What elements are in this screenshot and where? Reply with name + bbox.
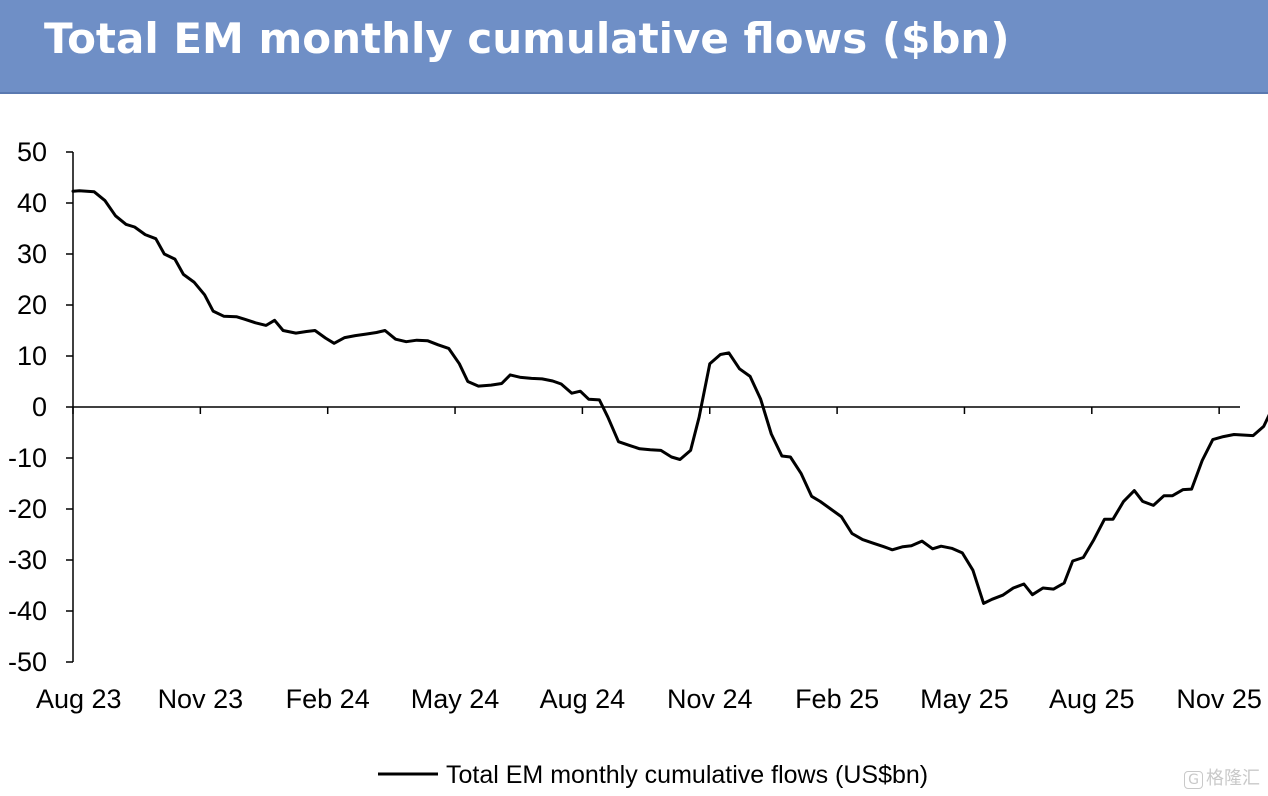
x-tick-label: Aug 23 xyxy=(36,684,122,714)
x-tick-label: Aug 24 xyxy=(540,684,626,714)
y-tick-label: -50 xyxy=(8,647,47,677)
y-tick-label: 0 xyxy=(32,392,47,422)
x-tick-label: Feb 24 xyxy=(286,684,370,714)
series-line-0 xyxy=(71,189,1268,605)
y-tick-label: 30 xyxy=(17,239,47,269)
watermark-text: 格隆汇 xyxy=(1206,768,1260,789)
x-tick-label: Nov 24 xyxy=(667,684,753,714)
chart-title: Total EM monthly cumulative flows ($bn) xyxy=(44,14,1010,63)
y-tick-label: -30 xyxy=(8,545,47,575)
watermark: G 格隆汇 xyxy=(1184,764,1260,790)
legend: Total EM monthly cumulative flows (US$bn… xyxy=(378,761,928,789)
x-axis: Aug 23 Nov 23 Feb 24 May 24 Aug 24 Nov 24 Feb … xyxy=(36,406,1262,714)
x-tick-label: Aug 25 xyxy=(1049,684,1135,714)
title-banner: Total EM monthly cumulative flows ($bn) xyxy=(0,0,1268,94)
series-layer xyxy=(71,189,1268,605)
y-tick-label: -40 xyxy=(8,596,47,626)
x-tick-label: Feb 25 xyxy=(795,684,879,714)
y-tick-label: -10 xyxy=(8,443,47,473)
y-tick-label: 10 xyxy=(17,341,47,371)
x-tick-label: May 24 xyxy=(411,684,500,714)
watermark-logo-icon: G xyxy=(1184,771,1203,789)
x-tick-label: May 25 xyxy=(920,684,1009,714)
y-axis: 50 40 30 20 10 0 -10 -20 -30 -40 -50 xyxy=(8,137,74,677)
x-tick-label: Nov 23 xyxy=(158,684,244,714)
legend-label: Total EM monthly cumulative flows (US$bn… xyxy=(446,761,928,789)
x-tick-label: Nov 25 xyxy=(1176,684,1262,714)
y-tick-label: -20 xyxy=(8,494,47,524)
y-tick-label: 50 xyxy=(17,137,47,167)
y-tick-label: 40 xyxy=(17,188,47,218)
y-tick-label: 20 xyxy=(17,290,47,320)
